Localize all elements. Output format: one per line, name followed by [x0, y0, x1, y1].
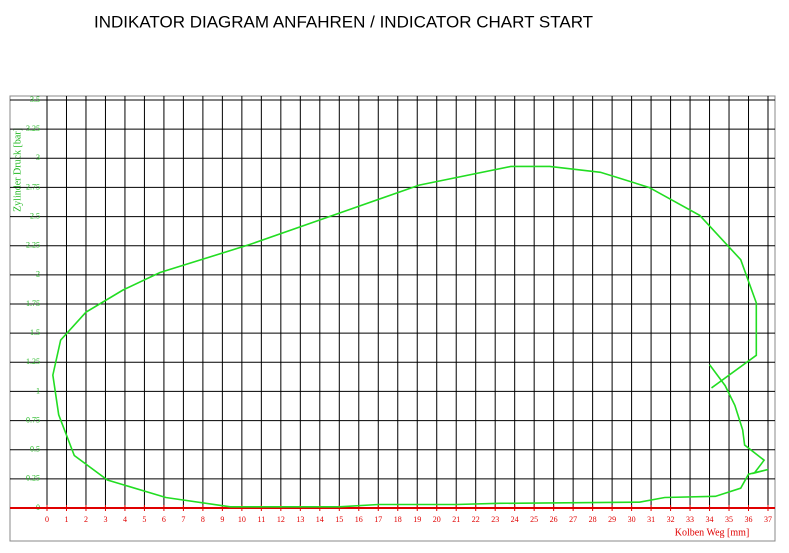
x-tick-label: 23 [491, 515, 499, 524]
x-tick-label: 5 [142, 515, 146, 524]
x-tick-label: 33 [686, 515, 694, 524]
chart-title: INDIKATOR DIAGRAM ANFAHREN / INDICATOR C… [94, 12, 593, 31]
x-tick-label: 3 [103, 515, 107, 524]
x-tick-label: 1 [64, 515, 68, 524]
x-tick-label: 14 [316, 515, 324, 524]
y-tick-label: 1.5 [30, 328, 40, 337]
y-axis-label: Zylinder Druck [bar] [12, 128, 23, 212]
y-tick-label: 0.25 [26, 474, 40, 483]
x-tick-label: 22 [472, 515, 480, 524]
y-tick-label: 2.5 [30, 211, 40, 220]
x-tick-label: 30 [628, 515, 636, 524]
x-tick-label: 21 [452, 515, 460, 524]
y-tick-label: 1 [36, 386, 40, 395]
x-tick-label: 31 [647, 515, 655, 524]
x-tick-label: 26 [550, 515, 558, 524]
y-tick-label: 2 [36, 270, 40, 279]
y-tick-label: 2.25 [26, 241, 40, 250]
plot-frame [9, 95, 776, 542]
x-tick-label: 18 [394, 515, 402, 524]
x-tick-label: 29 [608, 515, 616, 524]
x-tick-label: 36 [745, 515, 753, 524]
x-tick-label: 34 [706, 515, 714, 524]
x-tick-label: 4 [123, 515, 127, 524]
x-tick-label: 9 [220, 515, 224, 524]
x-axis-label: Kolben Weg [mm] [675, 527, 750, 538]
y-tick-label: 0.5 [30, 445, 40, 454]
x-tick-label: 6 [162, 515, 166, 524]
x-tick-label: 19 [413, 515, 421, 524]
y-tick-label: 1.25 [26, 357, 40, 366]
x-tick-label: 15 [335, 515, 343, 524]
x-tick-label: 25 [530, 515, 538, 524]
x-tick-label: 37 [764, 515, 772, 524]
x-tick-label: 24 [511, 515, 519, 524]
x-tick-label: 10 [238, 515, 246, 524]
y-tick-label: 3.25 [26, 124, 40, 133]
x-tick-label: 32 [667, 515, 675, 524]
x-tick-label: 12 [277, 515, 285, 524]
x-tick-label: 28 [589, 515, 597, 524]
y-tick-label: 2.75 [26, 182, 40, 191]
y-tick-label: 3.5 [30, 95, 40, 104]
y-tick-label: 0.75 [26, 415, 40, 424]
x-tick-label: 11 [257, 515, 265, 524]
x-tick-label: 2 [84, 515, 88, 524]
data-line [52, 165, 769, 508]
x-tick-label: 20 [433, 515, 441, 524]
x-tick-label: 16 [355, 515, 363, 524]
x-tick-label: 7 [181, 515, 185, 524]
x-tick-label: 8 [201, 515, 205, 524]
y-tick-label: 3 [36, 153, 40, 162]
x-tick-label: 27 [569, 515, 577, 524]
x-tick-label: 35 [725, 515, 733, 524]
y-tick-label: 1.75 [26, 299, 40, 308]
x-tick-label: 17 [374, 515, 382, 524]
x-tick-label: 13 [296, 515, 304, 524]
x-tick-label: 0 [45, 515, 49, 524]
